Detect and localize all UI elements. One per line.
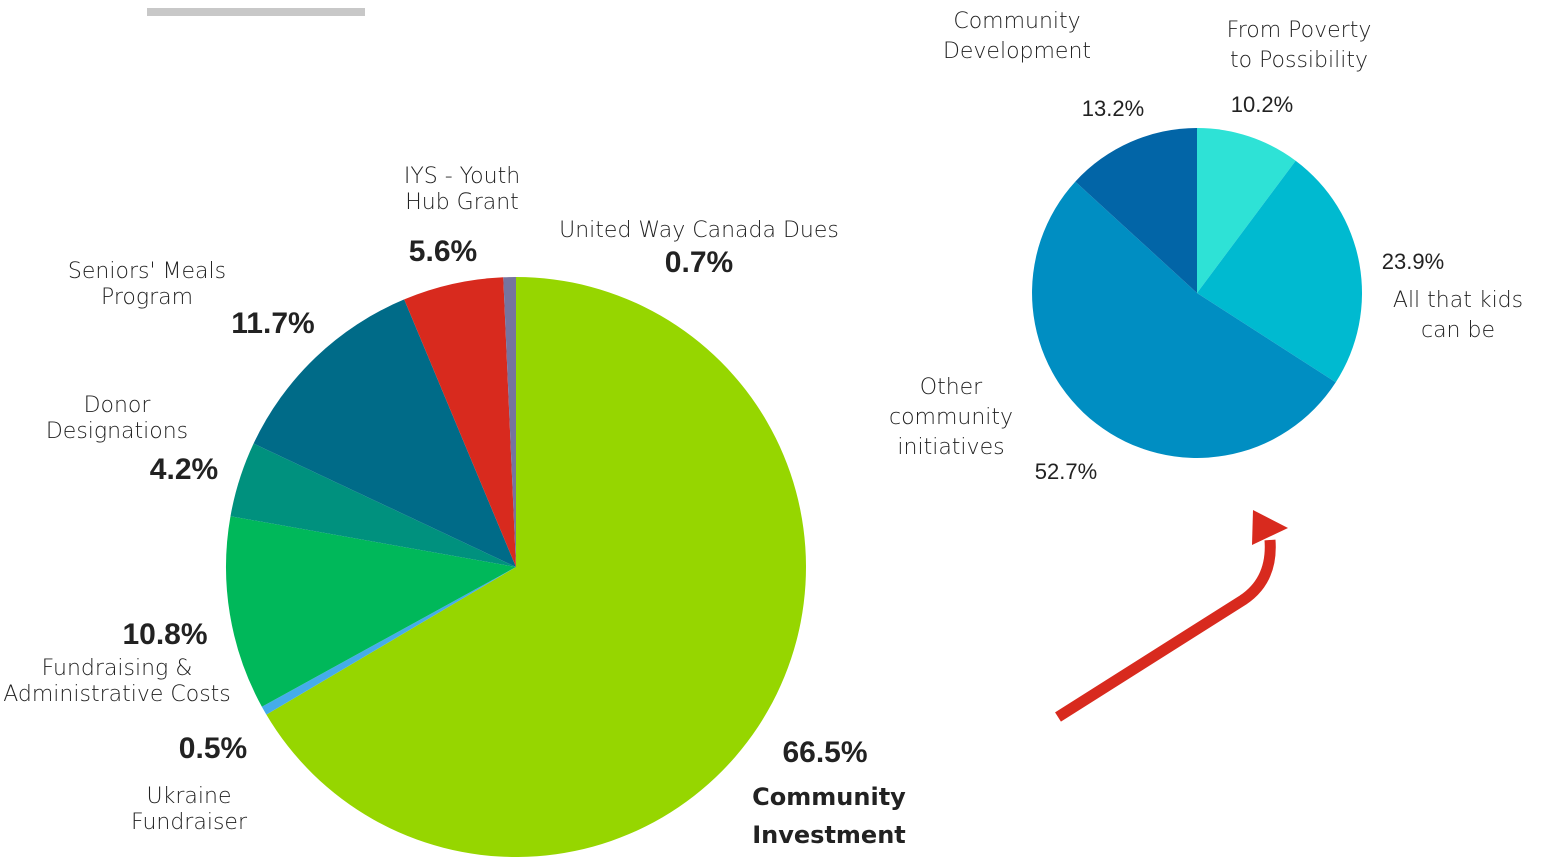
allocation-slice-seniors-meals-program bbox=[253, 299, 516, 567]
top-divider-bar bbox=[147, 8, 365, 16]
slice-label-iys-line2: Hub Grant bbox=[405, 190, 519, 215]
slice-label-fundraising-line2: Administrative Costs bbox=[3, 682, 231, 707]
allocation-slice-ukraine-fundraiser bbox=[261, 567, 516, 715]
slice-label-kids-line2: can be bbox=[1421, 318, 1495, 343]
slice-label-other-line3: initiatives bbox=[897, 435, 1004, 460]
slice-label-ukraine-line2: Fundraiser bbox=[131, 810, 248, 835]
slice-value-kids: 23.9% bbox=[1382, 249, 1444, 274]
slice-label-seniors-line2: Program bbox=[101, 285, 193, 310]
slice-label-donor-line1: Donor bbox=[84, 393, 152, 418]
slice-value-other: 52.7% bbox=[1035, 459, 1097, 484]
allocation-slice-community-investment bbox=[266, 277, 806, 857]
breakdown-slice-from-poverty-to-possibility bbox=[1197, 128, 1296, 293]
breakdown-slice-other-community-initiatives bbox=[1032, 181, 1336, 458]
slice-value-fundraising-admin: 10.8% bbox=[122, 618, 207, 651]
slice-label-uw-canada-dues: United Way Canada Dues bbox=[559, 218, 839, 243]
slice-value-poverty: 10.2% bbox=[1231, 92, 1293, 117]
slice-label-donor-line2: Designations bbox=[46, 419, 188, 444]
slice-label-poverty-line2: to Possibility bbox=[1230, 48, 1368, 73]
slice-label-kids-line1: All that kids bbox=[1393, 288, 1523, 313]
slice-value-iys-youth-hub: 5.6% bbox=[409, 235, 477, 268]
slice-value-community-investment: 66.5% bbox=[782, 736, 867, 769]
allocation-slice-fundraising-administrative-costs bbox=[226, 516, 516, 707]
slice-value-seniors-meals: 11.7% bbox=[231, 307, 314, 340]
allocation-slice-donor-designations bbox=[230, 443, 517, 567]
main-pie-labels: 66.5% Community Investment 0.5% Ukraine … bbox=[3, 164, 906, 849]
slice-value-donor-designations: 4.2% bbox=[150, 453, 218, 486]
slice-label-other-line2: community bbox=[889, 405, 1013, 430]
slice-value-uw-canada-dues: 0.7% bbox=[665, 246, 733, 279]
allocation-slice-united-way-canada-dues bbox=[503, 277, 516, 567]
allocation-pie-chart bbox=[226, 277, 806, 857]
allocation-slice-iys-youth-hub-grant bbox=[404, 277, 516, 567]
breakdown-slice-community-development bbox=[1075, 128, 1197, 293]
slice-label-other-line1: Other bbox=[920, 375, 983, 400]
slice-label-community-dev-line2: Development bbox=[943, 39, 1091, 64]
breakdown-pie-labels: Community Development 13.2% From Poverty… bbox=[889, 9, 1523, 484]
slice-value-community-dev: 13.2% bbox=[1082, 96, 1144, 121]
slice-label-fundraising-line1: Fundraising & bbox=[42, 656, 193, 681]
slice-label-ukraine-line1: Ukraine bbox=[147, 784, 232, 809]
slice-value-ukraine-fundraiser: 0.5% bbox=[179, 732, 247, 765]
red-arrow-icon bbox=[1055, 510, 1288, 722]
slice-label-seniors-line1: Seniors' Meals bbox=[68, 259, 226, 284]
community-investment-breakdown-pie bbox=[1032, 128, 1363, 458]
slice-label-community-dev-line1: Community bbox=[953, 9, 1080, 34]
slice-label-community-investment-line2: Investment bbox=[752, 821, 906, 849]
breakdown-slice-all-that-kids-can-be bbox=[1197, 160, 1363, 383]
slice-label-poverty-line1: From Poverty bbox=[1227, 18, 1372, 43]
slice-label-community-investment-line1: Community bbox=[752, 783, 906, 811]
slice-label-iys-line1: IYS - Youth bbox=[404, 164, 520, 189]
